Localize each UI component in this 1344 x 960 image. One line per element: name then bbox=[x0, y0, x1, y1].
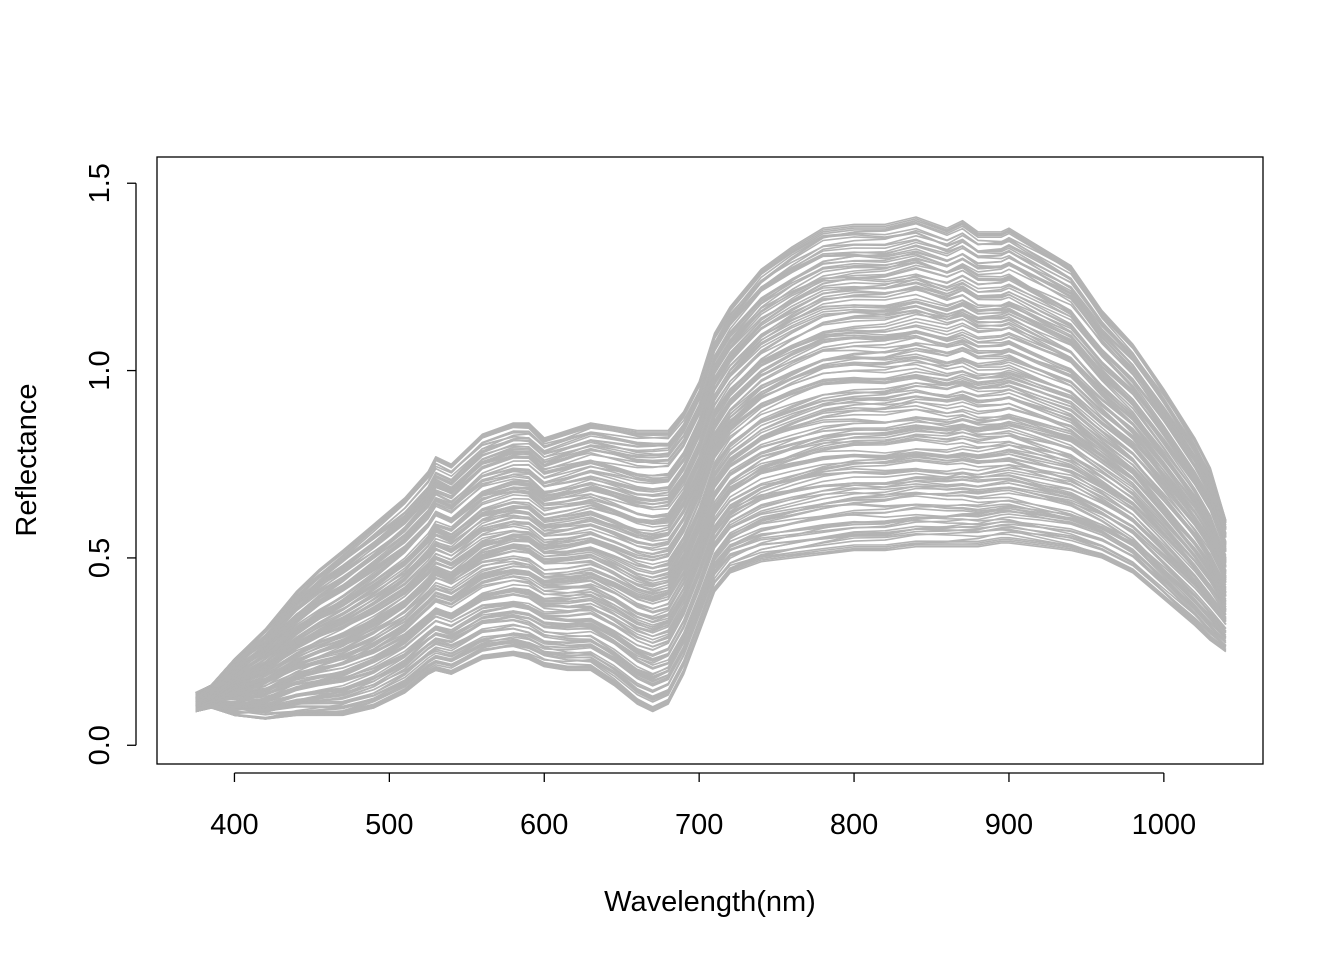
x-tick-label: 800 bbox=[830, 809, 878, 841]
spectrum-line bbox=[195, 229, 1227, 695]
x-axis-title: Wavelength(nm) bbox=[604, 886, 816, 918]
x-tick-label: 1000 bbox=[1132, 809, 1197, 841]
spectrum-line bbox=[195, 353, 1227, 704]
x-tick-label: 700 bbox=[675, 809, 723, 841]
spectrum-line bbox=[195, 287, 1227, 705]
spectrum-line bbox=[195, 343, 1227, 707]
spectrum-line bbox=[195, 449, 1227, 703]
x-tick-label: 900 bbox=[985, 809, 1033, 841]
y-tick-label: 1.0 bbox=[84, 350, 116, 390]
spectrum-line bbox=[195, 472, 1227, 713]
y-tick-label: 0.0 bbox=[84, 725, 116, 765]
spectrum-line bbox=[195, 216, 1227, 694]
x-tick-label: 500 bbox=[365, 809, 413, 841]
spectra-series-group bbox=[195, 216, 1227, 720]
x-axis: 400 500 600 700 800 900 1000 bbox=[210, 772, 1197, 841]
x-tick-label: 400 bbox=[210, 809, 258, 841]
spectrum-line bbox=[195, 439, 1227, 710]
x-tick-label: 600 bbox=[520, 809, 568, 841]
spectrum-line bbox=[195, 379, 1227, 698]
spectrum-line bbox=[195, 430, 1227, 702]
spectrum-line bbox=[195, 306, 1227, 705]
spectrum-line bbox=[195, 382, 1227, 706]
spectrum-line bbox=[195, 301, 1227, 700]
spectrum-line bbox=[195, 329, 1227, 704]
y-axis-title: Reflectance bbox=[11, 383, 43, 536]
spectrum-line bbox=[195, 516, 1227, 711]
plot-frame bbox=[156, 156, 1264, 765]
spectrum-line bbox=[195, 477, 1227, 711]
y-tick-label: 1.5 bbox=[84, 163, 116, 203]
y-axis: 0.0 0.5 1.0 1.5 bbox=[84, 163, 137, 765]
y-tick-label: 0.5 bbox=[84, 538, 116, 578]
spectrum-line bbox=[195, 401, 1227, 704]
spectrum-line bbox=[195, 395, 1227, 703]
spectrum-line bbox=[195, 263, 1227, 694]
spectrum-line bbox=[195, 221, 1227, 694]
spectrum-line bbox=[195, 390, 1227, 703]
spectrum-line bbox=[195, 422, 1227, 701]
